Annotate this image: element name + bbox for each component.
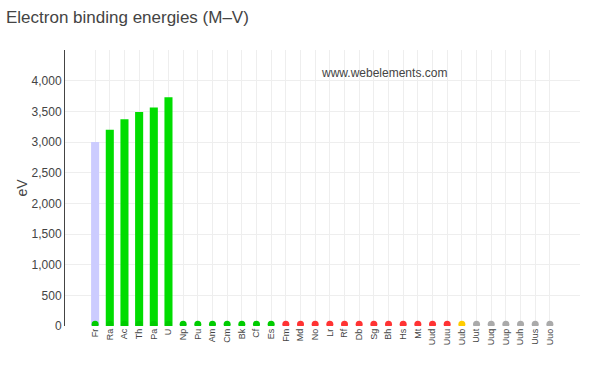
svg-text:Uup: Uup [501, 329, 511, 346]
svg-text:Sg: Sg [369, 329, 379, 340]
svg-text:Uuq: Uuq [486, 329, 496, 346]
svg-text:Electron binding energies (M–V: Electron binding energies (M–V) [6, 8, 249, 27]
svg-text:No: No [310, 329, 320, 341]
svg-text:Am: Am [207, 329, 217, 343]
svg-text:Uuo: Uuo [545, 329, 555, 346]
svg-text:Uus: Uus [530, 328, 540, 345]
svg-text:4,000: 4,000 [32, 74, 62, 88]
svg-text:Th: Th [134, 329, 144, 340]
svg-text:Mt: Mt [413, 328, 423, 338]
svg-text:0: 0 [55, 319, 62, 333]
svg-text:www.webelements.com: www.webelements.com [321, 66, 447, 80]
svg-text:Uut: Uut [471, 328, 481, 343]
svg-text:eV: eV [14, 179, 30, 197]
svg-text:Np: Np [178, 329, 188, 341]
svg-text:Fr: Fr [90, 329, 100, 338]
svg-text:Es: Es [266, 328, 276, 339]
svg-text:Md: Md [295, 329, 305, 342]
svg-text:500: 500 [42, 289, 62, 303]
svg-text:Uub: Uub [457, 329, 467, 346]
svg-text:Db: Db [354, 329, 364, 341]
svg-text:3,500: 3,500 [32, 105, 62, 119]
svg-text:Bh: Bh [383, 329, 393, 340]
svg-text:Ra: Ra [105, 329, 115, 341]
svg-text:1,500: 1,500 [32, 227, 62, 241]
svg-text:Cm: Cm [222, 329, 232, 343]
svg-text:3,000: 3,000 [32, 135, 62, 149]
svg-text:2,000: 2,000 [32, 197, 62, 211]
svg-text:Pu: Pu [193, 329, 203, 340]
svg-text:Lr: Lr [325, 329, 335, 337]
svg-text:Uuu: Uuu [442, 329, 452, 346]
svg-text:Uuh: Uuh [515, 329, 525, 346]
svg-text:Hs: Hs [398, 328, 408, 339]
svg-text:Pa: Pa [149, 329, 159, 340]
svg-text:Cf: Cf [251, 328, 261, 337]
svg-text:Bk: Bk [237, 328, 247, 339]
svg-text:Uud: Uud [427, 329, 437, 346]
svg-text:2,500: 2,500 [32, 166, 62, 180]
svg-text:Ac: Ac [119, 328, 129, 339]
svg-text:Rf: Rf [339, 328, 349, 337]
svg-text:U: U [163, 329, 173, 336]
svg-text:1,000: 1,000 [32, 258, 62, 272]
svg-text:Fm: Fm [281, 329, 291, 342]
